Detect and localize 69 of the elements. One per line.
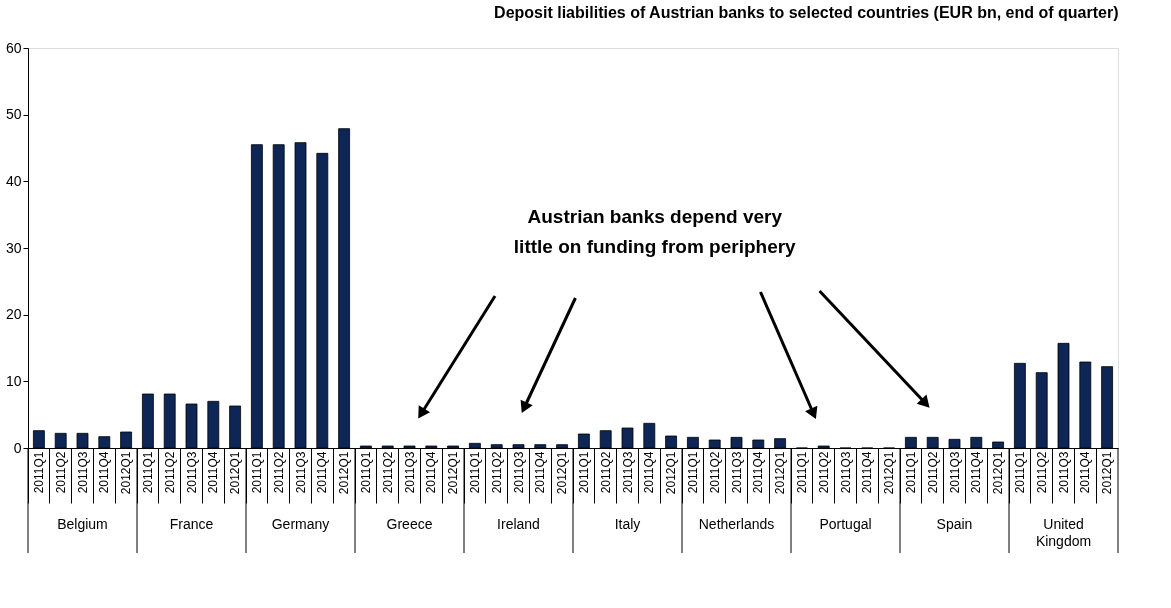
x-tick-label: 2011Q2 bbox=[816, 451, 831, 494]
x-tick-label: 2012Q1 bbox=[664, 451, 679, 495]
x-tick-label: 2011Q1 bbox=[685, 451, 700, 494]
x-tick-label: 2011Q3 bbox=[838, 451, 853, 494]
x-tick-label: 2011Q2 bbox=[162, 451, 177, 494]
text: Netherlands bbox=[698, 516, 775, 532]
x-tick-label: 2012Q1 bbox=[773, 451, 788, 495]
x-tick-label: 2011Q2 bbox=[271, 451, 286, 494]
y-tick-label: 20 bbox=[5, 306, 22, 323]
x-tick-label: 2011Q2 bbox=[489, 451, 504, 494]
x-tick-label: 2011Q4 bbox=[97, 451, 112, 494]
x-tick-label: 2012Q1 bbox=[228, 451, 243, 495]
x-tick-label: 2012Q1 bbox=[555, 451, 570, 495]
x-tick-label: 2011Q4 bbox=[642, 451, 657, 494]
x-tick-label: 2011Q3 bbox=[402, 451, 417, 494]
text: Ireland bbox=[497, 516, 540, 532]
annotation: Austrian banks depend very little on funding from periphery bbox=[513, 206, 797, 257]
y-tick-label: 0 bbox=[13, 439, 22, 456]
x-tick-label: 2011Q3 bbox=[511, 451, 526, 494]
x-tick-label: 2011Q2 bbox=[707, 451, 722, 494]
x-tick-label: 2012Q1 bbox=[882, 451, 897, 495]
x-tick-label: 2011Q1 bbox=[249, 451, 264, 494]
text: Spain bbox=[936, 516, 973, 532]
x-tick-label: 2011Q2 bbox=[53, 451, 68, 494]
x-tick-label: 2011Q2 bbox=[925, 451, 940, 494]
x-tick-label: 2011Q2 bbox=[1034, 451, 1049, 494]
x-tick-label: 2011Q1 bbox=[576, 451, 591, 494]
text: France bbox=[169, 516, 214, 532]
x-tick-label: 2011Q4 bbox=[860, 451, 875, 494]
x-tick-label: 2011Q4 bbox=[751, 451, 766, 494]
x-tick-label: 2011Q1 bbox=[467, 451, 482, 494]
x-tick-label: 2012Q1 bbox=[991, 451, 1006, 495]
text: United Kingdom bbox=[1035, 516, 1092, 549]
x-tick-label: 2011Q3 bbox=[947, 451, 962, 494]
y-tick-label: 40 bbox=[5, 172, 22, 189]
x-tick-label: 2011Q1 bbox=[31, 451, 46, 494]
y-tick-label: 10 bbox=[5, 372, 22, 389]
x-tick-label: 2011Q4 bbox=[533, 451, 548, 494]
x-tick-label: 2011Q4 bbox=[969, 451, 984, 494]
y-tick-label: 50 bbox=[5, 106, 22, 123]
x-tick-label: 2012Q1 bbox=[337, 451, 352, 495]
x-tick-label: 2011Q4 bbox=[315, 451, 330, 494]
x-tick-label: 2011Q4 bbox=[206, 451, 221, 494]
y-tick-label: 60 bbox=[5, 39, 22, 56]
text: Belgium bbox=[57, 516, 108, 532]
x-tick-label: 2011Q3 bbox=[293, 451, 308, 494]
x-tick-label: 2011Q4 bbox=[1078, 451, 1093, 494]
x-tick-label: 2011Q3 bbox=[620, 451, 635, 494]
text: Italy bbox=[614, 516, 641, 532]
text: Portugal bbox=[819, 516, 872, 532]
text: Germany bbox=[271, 516, 330, 532]
x-tick-label: 2011Q3 bbox=[184, 451, 199, 494]
x-tick-label: 2012Q1 bbox=[1100, 451, 1115, 495]
x-tick-label: 2011Q1 bbox=[794, 451, 809, 494]
x-tick-label: 2011Q3 bbox=[729, 451, 744, 494]
x-tick-label: 2012Q1 bbox=[446, 451, 461, 495]
x-tick-label: 2011Q4 bbox=[424, 451, 439, 494]
x-tick-label: 2011Q1 bbox=[903, 451, 918, 494]
x-tick-label: 2012Q1 bbox=[119, 451, 134, 495]
text: Greece bbox=[386, 516, 433, 532]
x-tick-label: 2011Q3 bbox=[75, 451, 90, 494]
x-tick-label: 2011Q3 bbox=[1056, 451, 1071, 494]
chart-title: Deposit liabilities of Austrian banks to selected countries (EUR bn, end of quarter) bbox=[494, 4, 1119, 21]
x-tick-label: 2011Q2 bbox=[380, 451, 395, 494]
y-tick-label: 30 bbox=[5, 239, 22, 256]
x-tick-label: 2011Q1 bbox=[1012, 451, 1027, 494]
x-tick-label: 2011Q1 bbox=[358, 451, 373, 494]
x-tick-label: 2011Q1 bbox=[140, 451, 155, 494]
x-tick-label: 2011Q2 bbox=[598, 451, 613, 494]
